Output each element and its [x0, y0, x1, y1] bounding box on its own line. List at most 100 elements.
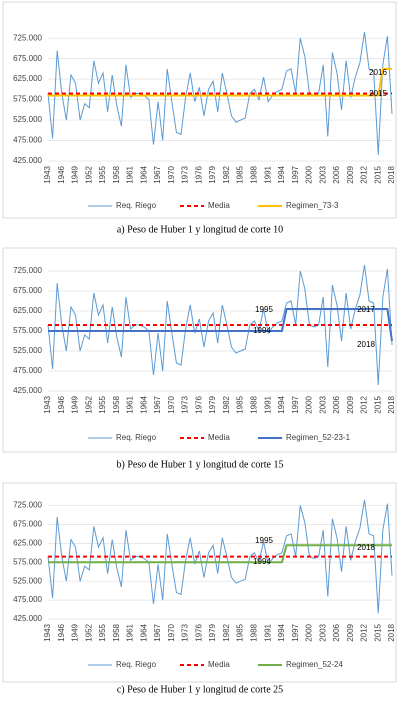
x-tick-label: 1955: [98, 395, 107, 413]
series-line: [47, 31, 393, 155]
annotation: 1995: [255, 536, 273, 545]
y-tick-label: 525.000: [13, 346, 42, 355]
x-tick-label: 2012: [360, 165, 369, 183]
x-tick-label: 1991: [263, 165, 272, 183]
legend-label: Regimen_52-24: [286, 660, 343, 669]
legend-label: Regimen_73-3: [286, 201, 339, 210]
y-tick-label: 425.000: [13, 156, 42, 165]
legend-label: Req. Riego: [116, 660, 157, 669]
x-tick-label: 2000: [305, 395, 314, 413]
x-tick-label: 1943: [43, 165, 52, 183]
y-tick-label: 675.000: [13, 54, 42, 63]
x-tick-label: 2006: [332, 623, 341, 641]
x-tick-label: 2000: [305, 165, 314, 183]
x-tick-label: 1958: [112, 623, 121, 641]
x-tick-label: 1964: [139, 395, 148, 413]
y-tick-label: 475.000: [13, 366, 42, 375]
x-tick-label: 1964: [139, 623, 148, 641]
y-tick-label: 725.000: [13, 266, 42, 275]
x-tick-label: 1961: [126, 395, 135, 413]
x-tick-label: 1994: [277, 395, 286, 413]
x-tick-label: 1949: [71, 395, 80, 413]
x-tick-label: 2018: [387, 395, 396, 413]
x-tick-label: 1991: [263, 395, 272, 413]
series-line: [48, 308, 393, 342]
x-tick-label: 1976: [194, 395, 203, 413]
x-tick-label: 1976: [194, 165, 203, 183]
x-tick-label: 1997: [291, 165, 300, 183]
annotation: 1995: [255, 305, 273, 314]
x-tick-label: 1952: [84, 165, 93, 183]
legend-label: Req. Riego: [116, 433, 157, 442]
x-tick-label: 1979: [208, 165, 217, 183]
y-tick-label: 725.000: [13, 33, 42, 42]
x-tick-label: 1973: [181, 395, 190, 413]
x-tick-label: 2015: [373, 165, 382, 183]
x-tick-label: 1988: [250, 623, 259, 641]
x-tick-label: 1946: [57, 395, 66, 413]
x-tick-label: 2009: [346, 623, 355, 641]
series-line: [48, 544, 392, 564]
x-tick-label: 1970: [167, 165, 176, 183]
x-tick-label: 1955: [98, 165, 107, 183]
x-tick-label: 1982: [222, 165, 231, 183]
y-tick-label: 475.000: [13, 136, 42, 145]
legend-label: Media: [208, 660, 230, 669]
y-tick-label: 525.000: [13, 115, 42, 124]
x-tick-label: 2018: [387, 623, 396, 641]
y-tick-label: 675.000: [13, 520, 42, 529]
x-tick-label: 2006: [332, 395, 341, 413]
x-tick-label: 1946: [57, 165, 66, 183]
x-tick-label: 1985: [236, 395, 245, 413]
x-tick-label: 1973: [181, 165, 190, 183]
x-tick-label: 1955: [98, 623, 107, 641]
x-tick-label: 1949: [71, 165, 80, 183]
x-tick-label: 1964: [139, 165, 148, 183]
x-tick-label: 1970: [167, 395, 176, 413]
x-tick-label: 1991: [263, 623, 272, 641]
annotation: 1994: [253, 557, 271, 566]
x-tick-label: 1973: [181, 623, 190, 641]
x-tick-label: 1988: [250, 165, 259, 183]
x-tick-label: 1985: [236, 623, 245, 641]
caption: c) Peso de Huber 1 y longitud de corte 2…: [117, 684, 283, 695]
annotation: 2015: [369, 89, 387, 98]
legend-label: Media: [208, 433, 230, 442]
chart-border: [2, 247, 397, 453]
x-tick-label: 1997: [291, 395, 300, 413]
legend-label: Regimen_52-23-1: [286, 433, 351, 442]
x-tick-label: 2003: [318, 165, 327, 183]
x-tick-label: 1997: [291, 623, 300, 641]
x-tick-label: 2003: [318, 623, 327, 641]
caption: a) Peso de Huber 1 y longitud de corte 1…: [117, 224, 283, 235]
x-tick-label: 1952: [84, 623, 93, 641]
x-tick-label: 1952: [84, 395, 93, 413]
x-tick-label: 1943: [43, 395, 52, 413]
x-tick-label: 1967: [153, 395, 162, 413]
x-tick-label: 1976: [194, 623, 203, 641]
x-tick-label: 2018: [387, 165, 396, 183]
x-tick-label: 1994: [277, 623, 286, 641]
x-tick-label: 2009: [346, 395, 355, 413]
y-tick-label: 475.000: [13, 595, 42, 604]
series-line: [48, 67, 392, 97]
legend-label: Media: [208, 201, 230, 210]
x-tick-label: 2015: [373, 623, 382, 641]
x-tick-label: 1979: [208, 623, 217, 641]
x-tick-label: 1943: [43, 623, 52, 641]
x-tick-label: 1958: [112, 165, 121, 183]
legend-label: Req. Riego: [116, 201, 157, 210]
x-tick-label: 2003: [318, 395, 327, 413]
x-tick-label: 2012: [360, 623, 369, 641]
chart-border: [2, 1, 397, 219]
x-tick-label: 1994: [277, 165, 286, 183]
x-tick-label: 1961: [126, 623, 135, 641]
annotation: 2018: [357, 340, 375, 349]
x-tick-label: 1982: [222, 395, 231, 413]
x-tick-label: 1988: [250, 395, 259, 413]
y-tick-label: 425.000: [13, 386, 42, 395]
x-tick-label: 1958: [112, 395, 121, 413]
caption: b) Peso de Huber 1 y longitud de corte 1…: [117, 459, 284, 470]
x-tick-label: 1967: [153, 165, 162, 183]
